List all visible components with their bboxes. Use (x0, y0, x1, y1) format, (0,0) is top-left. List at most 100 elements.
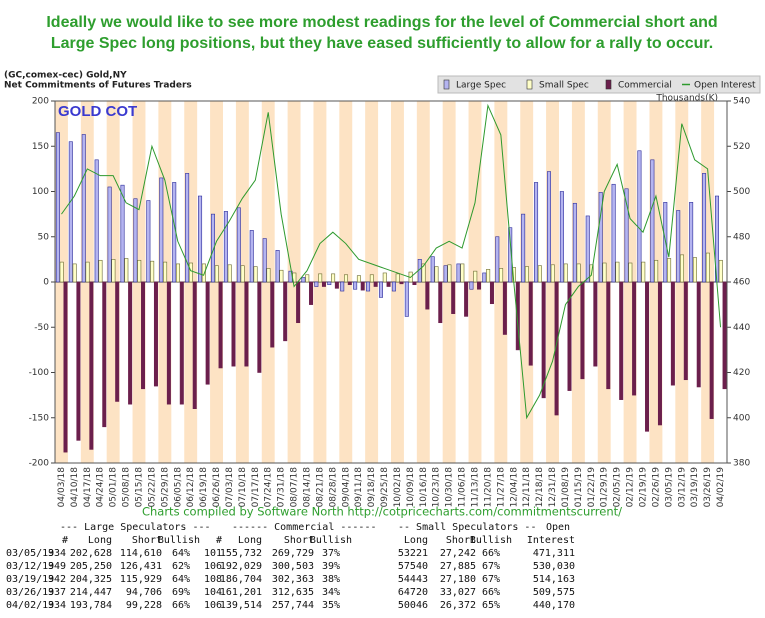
bar (598, 192, 603, 283)
bar (373, 281, 378, 287)
bar (353, 281, 358, 290)
table-cell: 39% (322, 561, 340, 572)
bar (115, 281, 120, 402)
bar (344, 274, 349, 283)
table-cell: 34% (322, 587, 340, 598)
x-tick-label: 04/10/18 (70, 467, 80, 508)
table-column-header: Long (404, 535, 428, 546)
x-tick-label: 10/23/18 (432, 467, 442, 508)
bar (602, 262, 607, 283)
x-tick-label: 01/15/19 (574, 467, 584, 508)
bar (227, 264, 232, 283)
x-tick-label: 09/25/18 (380, 467, 390, 508)
y2-tick-label: 460 (733, 278, 750, 288)
bar (696, 281, 701, 388)
bar (628, 262, 633, 283)
bar (340, 281, 345, 292)
x-tick-label: 10/02/18 (393, 467, 403, 508)
table-cell: 53221 (398, 548, 428, 559)
table-cell: 27,242 (440, 548, 476, 559)
x-tick-label: 11/06/18 (458, 467, 468, 508)
table-column-header: Interest (527, 535, 575, 546)
bar (489, 281, 494, 305)
bar (438, 281, 443, 324)
table-cell: 106 (204, 600, 222, 611)
bar (615, 261, 620, 283)
table-cell: 204,325 (70, 574, 112, 585)
x-tick-label: 02/05/19 (613, 467, 623, 508)
table-cell: 257,744 (272, 600, 314, 611)
bar (705, 252, 710, 283)
x-tick-label: 09/04/18 (341, 467, 351, 508)
bar (670, 281, 675, 386)
x-tick-label: 05/22/18 (147, 467, 157, 508)
bar (606, 281, 611, 390)
headline: Ideally we would like to see more modest… (46, 14, 717, 31)
bar (680, 254, 685, 283)
legend-label: Commercial (618, 81, 672, 91)
table-column-header: Bullish (310, 535, 352, 546)
bar (554, 281, 559, 416)
bar (266, 268, 271, 283)
table-cell: 38% (322, 574, 340, 585)
table-cell: 54443 (398, 574, 428, 585)
x-tick-label: 07/31/18 (277, 467, 287, 508)
bar (124, 258, 129, 283)
bar (667, 258, 672, 283)
bar (460, 263, 465, 283)
y-tick-label: 50 (38, 232, 50, 242)
bar (534, 182, 539, 283)
bar (683, 281, 688, 381)
bar (305, 274, 310, 283)
bar (192, 281, 197, 409)
bar (443, 265, 448, 283)
x-tick-label: 03/05/19 (664, 467, 674, 508)
table-cell: 186,704 (220, 574, 262, 585)
bar (283, 281, 288, 342)
bar (327, 281, 332, 286)
table-group-header: --- Large Speculators --- (60, 522, 211, 533)
bar (102, 281, 107, 428)
table-cell: 139,514 (220, 600, 262, 611)
bar (559, 191, 564, 283)
bar (223, 211, 228, 283)
table-cell: 192,029 (220, 561, 262, 572)
table-cell: 530,030 (533, 561, 575, 572)
table-cell: 115,929 (120, 574, 162, 585)
y2-tick-label: 500 (733, 187, 750, 197)
legend-label: Open Interest (694, 81, 756, 91)
x-tick-label: 04/02/19 (716, 467, 726, 508)
bar (198, 195, 203, 283)
table-column-header: Short (446, 535, 476, 546)
table-column-header: # (216, 535, 222, 546)
table-cell: 69% (172, 587, 190, 598)
y2-tick-label: 440 (733, 323, 750, 333)
x-tick-label: 07/17/18 (251, 467, 261, 508)
table-cell: 26,372 (440, 600, 476, 611)
table-cell: 161,201 (220, 587, 262, 598)
bar (366, 281, 371, 292)
bar (347, 281, 352, 286)
x-tick-label: 08/14/18 (303, 467, 313, 508)
table-cell: 50046 (398, 600, 428, 611)
chart-subtitle: Net Commitments of Futures Traders (4, 81, 192, 91)
legend-swatch (605, 79, 612, 90)
x-tick-label: 06/05/18 (173, 467, 183, 508)
bar (210, 213, 215, 283)
table-column-header: Bullish (158, 535, 200, 546)
x-tick-label: 06/19/18 (199, 467, 209, 508)
bar (236, 207, 241, 283)
table-cell: 03/26/19 (6, 587, 54, 598)
bar (369, 274, 374, 283)
bar (318, 273, 323, 283)
x-tick-label: 02/26/19 (651, 467, 661, 508)
table-column-header: # (62, 535, 68, 546)
bar (253, 266, 258, 283)
bar (81, 134, 86, 283)
legend-label: Large Spec (456, 81, 506, 91)
x-tick-label: 06/26/18 (212, 467, 222, 508)
bar (576, 263, 581, 283)
bar (176, 263, 181, 283)
y-tick-label: -50 (34, 323, 49, 333)
